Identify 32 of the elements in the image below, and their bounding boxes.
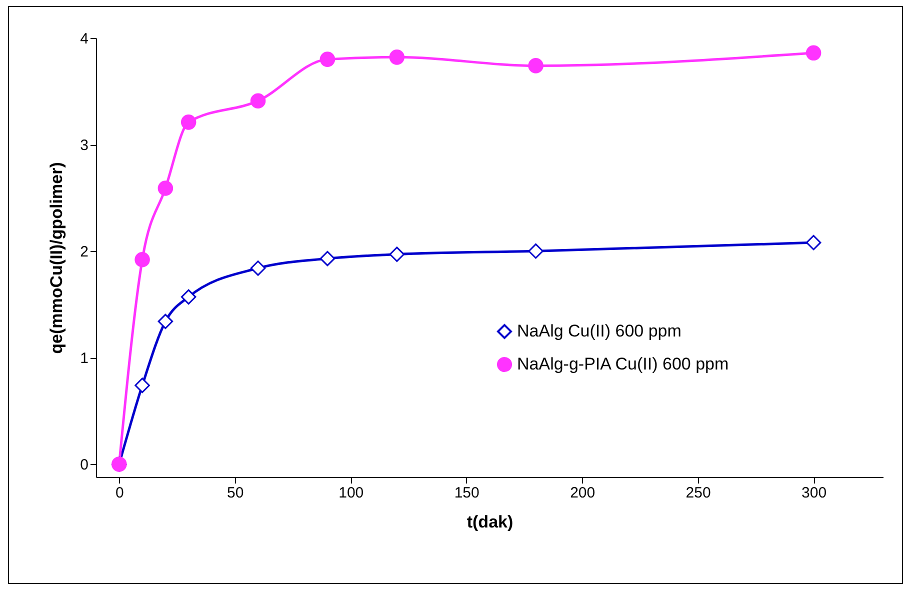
x-tick-label: 100	[338, 484, 364, 502]
point	[158, 180, 174, 196]
point	[250, 93, 266, 108]
y-tick-label: 2	[80, 244, 88, 261]
y-tick-label: 1	[80, 350, 88, 368]
point	[806, 45, 822, 61]
point	[320, 250, 336, 266]
x-tick-label: 50	[227, 484, 244, 502]
point	[320, 52, 336, 67]
point	[528, 58, 544, 74]
x-tick-label: 200	[570, 484, 596, 502]
x-axis-title: t(dak)	[466, 512, 514, 532]
point	[134, 252, 150, 268]
y-axis-title: qe(mmoCu(II)/gpolimer)	[47, 162, 66, 354]
point	[389, 50, 405, 65]
x-tick-label: 150	[454, 484, 480, 502]
x-tick-label: 0	[115, 484, 124, 502]
x-tick-label: 250	[686, 484, 711, 502]
point	[250, 260, 266, 276]
point	[134, 378, 150, 394]
y-tick-label: 0	[80, 456, 88, 474]
point	[180, 114, 196, 130]
point	[180, 289, 196, 305]
point	[806, 234, 822, 250]
legend-label: NaAlg-g-PIA Cu(II) 600 ppm	[517, 354, 729, 374]
y-tick-label: 4	[80, 30, 88, 48]
y-tick-label: 3	[80, 137, 88, 154]
x-tick-label: 300	[802, 484, 827, 502]
point	[158, 314, 174, 330]
legend-label: NaAlg Cu(II) 600 ppm	[517, 322, 682, 340]
point	[389, 246, 405, 262]
point	[528, 243, 544, 259]
